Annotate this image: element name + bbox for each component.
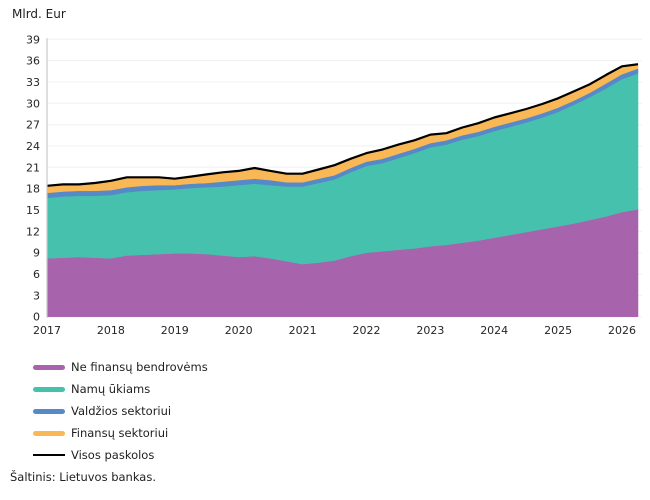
x-tick-label: 2018	[97, 324, 125, 337]
x-tick-label: 2025	[544, 324, 572, 337]
legend: Ne finansų bendrovėms Namų ūkiams Valdžios…	[33, 356, 208, 466]
legend-item-label: Visos paskolos	[71, 448, 155, 462]
x-tick-label: 2021	[289, 324, 317, 337]
y-tick-label: 30	[26, 97, 40, 110]
y-tick-label: 33	[26, 76, 40, 89]
y-tick-label: 12	[26, 225, 40, 238]
y-tick-label: 27	[26, 119, 40, 132]
y-tick-label: 9	[33, 247, 40, 260]
x-tick-label: 2024	[480, 324, 508, 337]
legend-area-swatch	[33, 408, 65, 414]
legend-area-swatch	[33, 430, 65, 436]
y-tick-label: 24	[26, 140, 40, 153]
legend-item-label: Finansų sektoriui	[71, 426, 169, 440]
total-line	[46, 63, 639, 187]
x-tick-label: 2017	[33, 324, 61, 337]
y-tick-label: 36	[26, 55, 40, 68]
legend-item: Valdžios sektoriui	[33, 400, 208, 422]
legend-item-label: Namų ūkiams	[71, 382, 151, 396]
source-text: Šaltinis: Lietuvos bankas.	[10, 470, 157, 484]
legend-item-label: Valdžios sektoriui	[71, 404, 172, 418]
legend-area-swatch	[33, 364, 65, 370]
x-tick-label: 2022	[353, 324, 381, 337]
x-tick-label: 2026	[608, 324, 636, 337]
x-tick-label: 2020	[225, 324, 253, 337]
y-tick-label: 39	[26, 33, 40, 46]
legend-item: Finansų sektoriui	[33, 422, 208, 444]
legend-area-swatch	[33, 386, 65, 392]
y-tick-label: 0	[33, 311, 40, 324]
x-tick-label: 2019	[161, 324, 189, 337]
legend-item-label: Ne finansų bendrovėms	[71, 360, 208, 374]
y-axis-unit-label: Mlrd. Eur	[12, 7, 66, 21]
y-tick-label: 21	[26, 161, 40, 174]
x-tick-label: 2023	[416, 324, 444, 337]
y-tick-label: 3	[33, 289, 40, 302]
y-tick-label: 15	[26, 204, 40, 217]
legend-item: Visos paskolos	[33, 444, 208, 466]
legend-line-swatch	[33, 454, 65, 456]
legend-item: Namų ūkiams	[33, 378, 208, 400]
y-tick-label: 18	[26, 183, 40, 196]
y-tick-label: 6	[33, 268, 40, 281]
legend-item: Ne finansų bendrovėms	[33, 356, 208, 378]
